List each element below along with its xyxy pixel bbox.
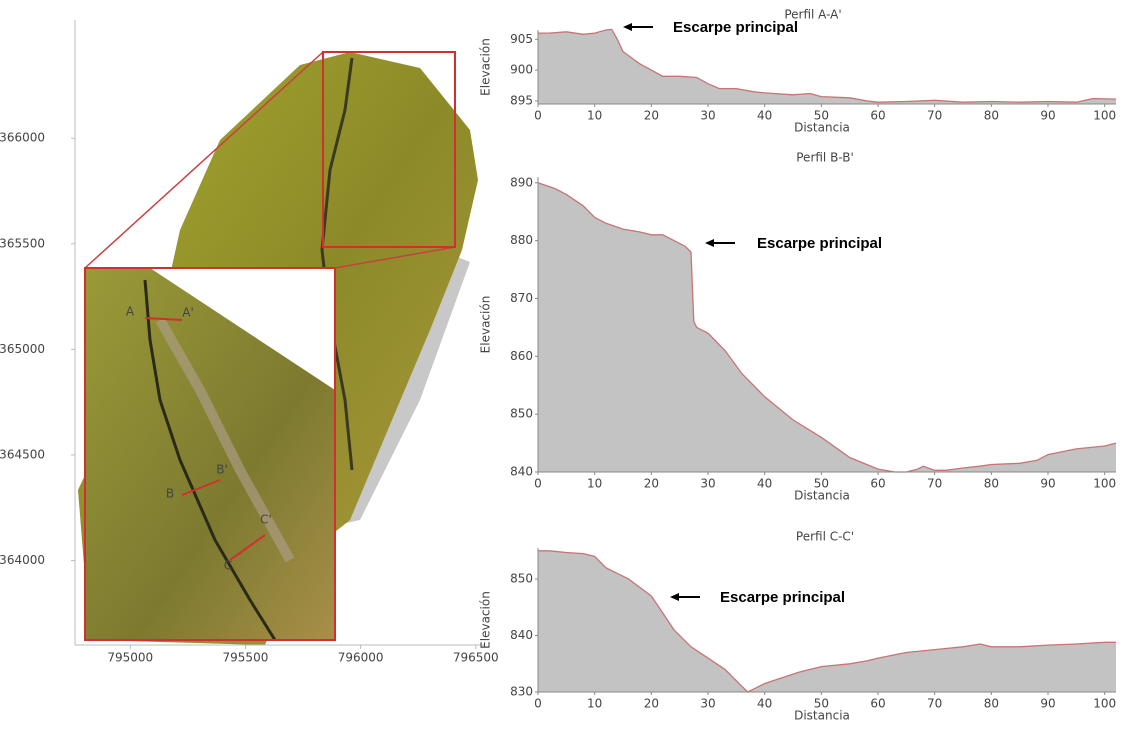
page: 795000 795500 796000 796500 9364000 9364500 93… (0, 0, 1137, 738)
x-axis-label: Distancia (794, 709, 850, 723)
y-tick-label: 895 (510, 93, 533, 107)
area (538, 29, 1116, 104)
x-tick-label: 10 (587, 477, 602, 491)
x-tick-label: 100 (1093, 697, 1116, 711)
section-label: C' (260, 513, 272, 527)
x-tick-label: 60 (870, 477, 885, 491)
x-tick-label: 795500 (223, 651, 269, 665)
annotation: Escarpe principal (757, 235, 882, 252)
x-tick-label: 0 (534, 697, 542, 711)
x-tick-label: 90 (1040, 697, 1055, 711)
x-tick-label: 10 (587, 109, 602, 123)
area (538, 183, 1116, 472)
y-tick-label: 890 (510, 175, 533, 189)
x-tick-label: 20 (644, 109, 659, 123)
chart-title: Perfil C-C' (796, 530, 854, 544)
x-tick-label: 20 (644, 477, 659, 491)
x-tick-label: 10 (587, 697, 602, 711)
map (78, 52, 478, 645)
section-label: B' (216, 463, 228, 477)
y-axis-label: Elevación (479, 296, 493, 354)
x-tick-label: 0 (534, 477, 542, 491)
y-tick-label: 870 (510, 291, 533, 305)
x-tick-label: 100 (1093, 109, 1116, 123)
y-tick-label: 860 (510, 349, 533, 363)
y-tick-label: 9365000 (0, 342, 45, 356)
x-tick-label: 90 (1040, 109, 1055, 123)
section-label: B (166, 487, 174, 501)
chart-title: Perfil B-B' (796, 151, 854, 165)
annotation-arrowhead (705, 239, 714, 247)
x-tick-label: 70 (927, 477, 942, 491)
x-tick-label: 100 (1093, 477, 1116, 491)
x-tick-label: 70 (927, 109, 942, 123)
x-tick-label: 796000 (338, 651, 384, 665)
x-tick-label: 90 (1040, 477, 1055, 491)
y-tick-label: 840 (510, 628, 533, 642)
x-tick-label: 795000 (107, 651, 153, 665)
x-tick-label: 60 (870, 697, 885, 711)
x-axis-label: Distancia (794, 489, 850, 503)
annotation: Escarpe principal (673, 19, 798, 36)
section-label: C (224, 559, 232, 573)
annotation: Escarpe principal (720, 589, 845, 606)
x-tick-label: 40 (757, 109, 772, 123)
y-tick-label: 9364500 (0, 447, 45, 461)
y-tick-label: 9364000 (0, 553, 45, 567)
x-tick-label: 30 (700, 697, 715, 711)
x-tick-label: 0 (534, 109, 542, 123)
x-tick-label: 70 (927, 697, 942, 711)
y-tick-label: 850 (510, 572, 533, 586)
y-tick-label: 830 (510, 685, 533, 699)
y-axis-label: Elevación (479, 38, 493, 96)
area (538, 551, 1116, 692)
y-axis-label: Elevación (479, 591, 493, 649)
y-tick-label: 9365500 (0, 236, 45, 250)
x-tick-label: 796500 (453, 651, 499, 665)
y-tick-label: 850 (510, 407, 533, 421)
x-tick-label: 80 (984, 697, 999, 711)
section-label: A' (182, 306, 194, 320)
x-tick-label: 20 (644, 697, 659, 711)
y-tick-label: 905 (510, 32, 533, 46)
figure: 795000 795500 796000 796500 9364000 9364500 93… (0, 0, 1137, 738)
y-tick-label: 880 (510, 233, 533, 247)
x-tick-label: 40 (757, 477, 772, 491)
x-tick-label: 80 (984, 109, 999, 123)
x-tick-label: 60 (870, 109, 885, 123)
x-tick-label: 30 (700, 477, 715, 491)
y-tick-label: 900 (510, 63, 533, 77)
x-tick-label: 40 (757, 697, 772, 711)
section-label: A (126, 305, 135, 319)
annotation-arrowhead (623, 23, 632, 31)
y-tick-label: 9366000 (0, 131, 45, 145)
y-tick-label: 840 (510, 465, 533, 479)
annotation-arrowhead (670, 593, 679, 601)
x-tick-label: 80 (984, 477, 999, 491)
x-axis-label: Distancia (794, 121, 850, 135)
x-tick-label: 30 (700, 109, 715, 123)
